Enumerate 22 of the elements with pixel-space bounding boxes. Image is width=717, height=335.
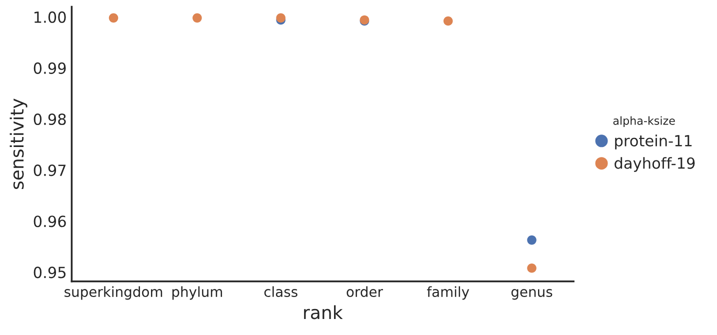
legend-label: protein-11 [615,134,692,150]
y-tick-label: 0.96 [34,216,66,228]
point [192,13,202,23]
x-tick-label: family [427,286,470,300]
x-axis-title: rank [304,305,343,320]
legend-title: alpha-ksize [613,116,675,127]
point [108,13,118,23]
point [527,235,536,245]
x-tick-label: order [346,286,383,298]
point [443,16,453,26]
y-tick-label: 0.97 [34,164,66,176]
legend-label: dayhoff-19 [614,157,695,172]
y-tick-label: 1.00 [34,11,66,23]
x-tick-label: phylum [172,286,222,300]
y-tick-label: 0.95 [34,266,66,278]
y-tick-label: 0.98 [34,113,66,126]
x-tick-label: genus [511,289,552,300]
y-axis-title: sensitivity [10,98,28,190]
x-tick-label: class [264,286,298,298]
point [527,263,536,273]
x-tick-label: superkingdom [64,286,162,300]
y-tick-label: 0.99 [34,62,66,74]
